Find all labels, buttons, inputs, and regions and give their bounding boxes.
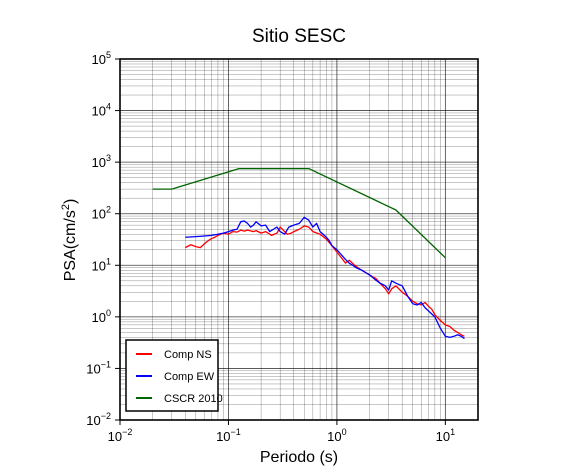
x-axis-ticks: 10−2 10−1 100 101 <box>108 420 455 444</box>
legend-label: Comp NS <box>164 349 212 361</box>
y-axis-label-main: PSA(cm/s <box>62 210 79 281</box>
y-tick-label: 10−2 <box>86 411 111 428</box>
y-tick-label: 104 <box>92 102 111 119</box>
y-tick-exponent: 2 <box>106 205 111 215</box>
y-tick-label: 100 <box>92 308 111 325</box>
y-tick-label: 10−1 <box>86 359 111 376</box>
y-axis-label: PSA(cm/s2) <box>60 199 79 282</box>
x-tick-base: 10 <box>216 429 230 444</box>
y-tick-exponent: −2 <box>101 411 111 421</box>
y-tick-exponent: 3 <box>106 153 111 163</box>
x-axis-label: Periodo (s) <box>260 449 338 466</box>
x-tick-exponent: −1 <box>231 427 241 437</box>
legend-label: CSCR 2010 <box>164 393 223 405</box>
series-lines <box>152 167 465 340</box>
y-tick-base: 10 <box>92 155 106 170</box>
legend-label: Comp EW <box>164 371 215 383</box>
y-tick-exponent: 0 <box>106 308 111 318</box>
x-tick-base: 10 <box>327 429 341 444</box>
y-tick-label: 103 <box>92 153 111 170</box>
y-tick-base: 10 <box>92 258 106 273</box>
y-tick-exponent: 1 <box>106 256 111 266</box>
x-tick-label: 100 <box>327 427 346 444</box>
grid <box>119 58 479 421</box>
x-tick-exponent: 1 <box>450 427 455 437</box>
y-tick-base: 10 <box>92 104 106 119</box>
x-tick-label: 10−2 <box>108 427 133 444</box>
y-tick-exponent: −1 <box>101 359 111 369</box>
x-tick-base: 10 <box>436 429 450 444</box>
y-tick-base: 10 <box>86 413 100 428</box>
series-line-cscr-2010 <box>152 167 446 259</box>
y-axis-label-superscript: 2 <box>60 204 72 210</box>
y-tick-base: 10 <box>92 207 106 222</box>
y-tick-base: 10 <box>92 310 106 325</box>
x-tick-exponent: 0 <box>342 427 347 437</box>
plot-frame <box>119 58 479 421</box>
y-tick-label: 105 <box>92 50 111 67</box>
y-axis-label-close: ) <box>62 199 79 204</box>
y-tick-base: 10 <box>92 52 106 67</box>
y-tick-label: 102 <box>92 205 111 222</box>
chart-title: Sitio SESC <box>252 26 346 47</box>
y-tick-label: 101 <box>92 256 111 273</box>
series-line-comp-ew <box>185 216 465 340</box>
legend: Comp NS Comp EW CSCR 2010 <box>125 339 223 412</box>
x-tick-label: 10−1 <box>216 427 241 444</box>
y-tick-base: 10 <box>86 361 100 376</box>
series-line-comp-ns <box>184 225 465 337</box>
y-tick-exponent: 4 <box>106 102 111 112</box>
x-tick-base: 10 <box>108 429 122 444</box>
y-tick-exponent: 5 <box>106 50 111 60</box>
x-tick-exponent: −2 <box>122 427 132 437</box>
x-tick-label: 101 <box>436 427 455 444</box>
